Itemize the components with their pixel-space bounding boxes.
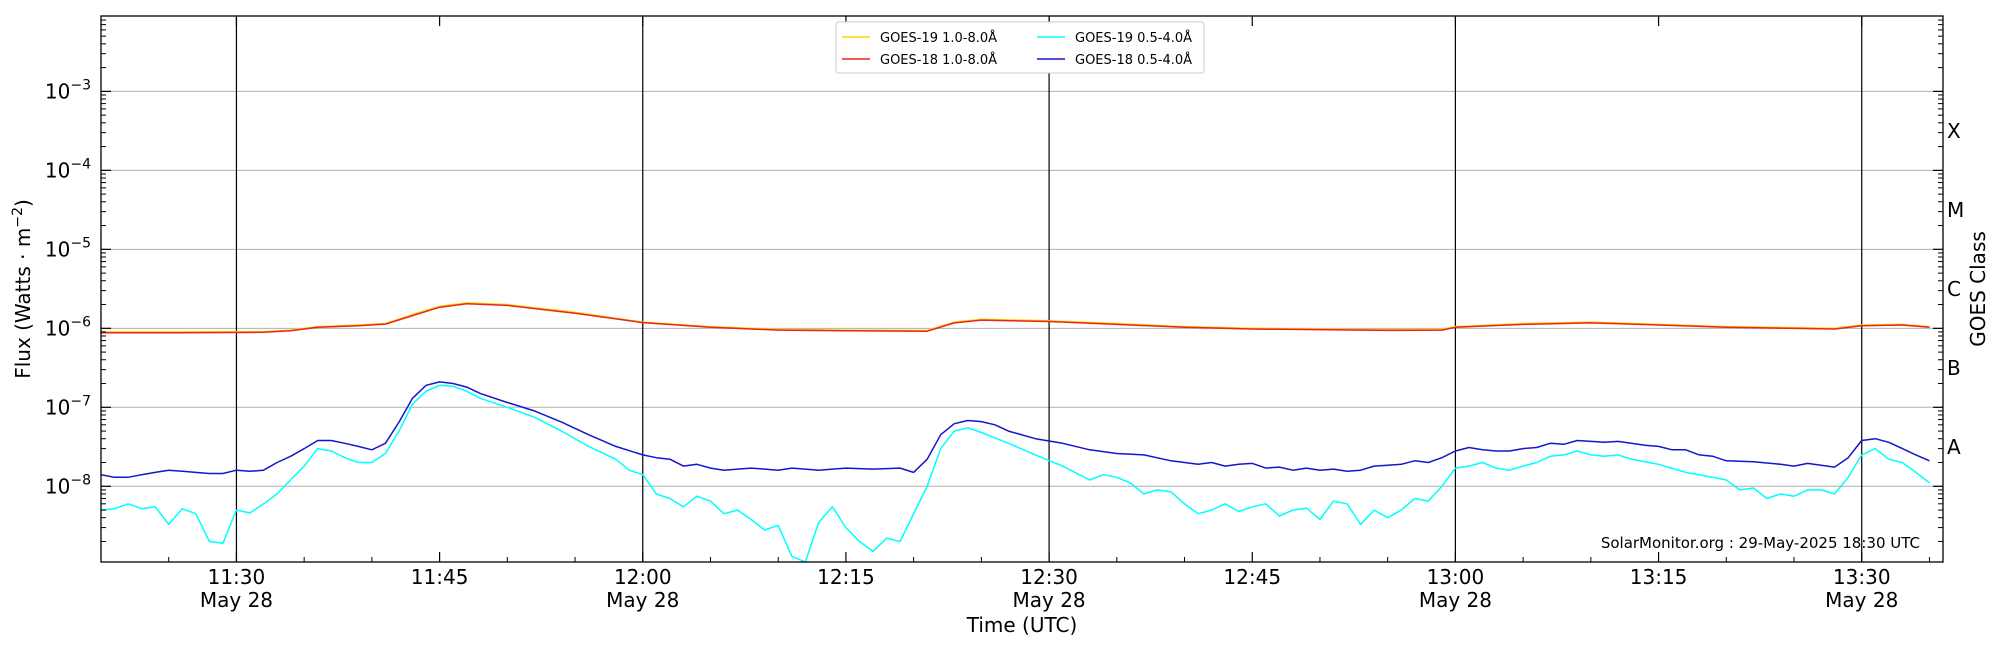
time-marker-lines	[235, 16, 1863, 562]
series-line-3	[101, 381, 1930, 479]
x-tick-date-label: May 28	[1825, 588, 1898, 612]
x-tick-time-label: 13:30	[1833, 565, 1891, 589]
y-axis-label-main: Flux (Watts · m	[11, 228, 35, 379]
goes-class-label: M	[1947, 198, 1964, 222]
y-tick-label: 10−7	[45, 393, 91, 419]
legend-box	[835, 21, 1205, 74]
legend-label-goes19-long: GOES-19 1.0-8.0Å	[880, 30, 997, 46]
x-tick-time-label: 11:45	[411, 565, 469, 589]
x-tick-date-label: May 28	[200, 588, 273, 612]
y-tick-exponent: −6	[70, 314, 91, 330]
axis-ticks	[100, 16, 1943, 562]
x-axis-label: Time (UTC)	[966, 613, 1078, 637]
x-tick-time-label: 12:00	[614, 565, 672, 589]
y-tick-base: 10	[45, 158, 70, 182]
y-tick-base: 10	[45, 395, 70, 419]
x-tick-time-label: 12:15	[817, 565, 875, 589]
x-tick-time-label: 13:15	[1630, 565, 1688, 589]
y-tick-label: 10−3	[45, 77, 91, 103]
y-axis-label-exponent: −2	[10, 207, 26, 228]
credit-annotation: SolarMonitor.org : 29-May-2025 18:30 UTC	[1601, 534, 1920, 552]
x-tick-time-label: 11:30	[208, 565, 266, 589]
y-tick-exponent: −5	[70, 235, 91, 251]
legend-label-goes18-long: GOES-18 1.0-8.0Å	[880, 52, 997, 68]
goes-class-label: X	[1947, 119, 1961, 143]
y-tick-label: 10−8	[45, 472, 91, 498]
x-tick-date-label: May 28	[1013, 588, 1086, 612]
goes-class-label: A	[1947, 435, 1961, 459]
y-tick-exponent: −4	[70, 156, 91, 172]
y-tick-base: 10	[45, 316, 70, 340]
y-tick-label: 10−6	[45, 314, 91, 340]
x-tick-date-label: May 28	[1419, 588, 1492, 612]
y-axis-label-close: )	[11, 199, 35, 207]
y-tick-base: 10	[45, 79, 70, 103]
series-lines	[101, 302, 1930, 562]
x-tick-date-label: May 28	[606, 588, 679, 612]
right-axis-label: GOES Class	[1966, 231, 1990, 347]
x-tick-time-label: 12:45	[1223, 565, 1281, 589]
goes-class-labels: A B C M X	[1947, 119, 1964, 459]
series-line-1	[101, 302, 1930, 334]
plot-frame	[100, 15, 1944, 563]
x-tick-time-label: 13:00	[1427, 565, 1485, 589]
y-axis-label: Flux (Watts · m−2)	[10, 199, 35, 379]
y-tick-exponent: −8	[70, 472, 91, 488]
goes-class-label: C	[1947, 277, 1961, 301]
legend-label-goes19-short: GOES-19 0.5-4.0Å	[1075, 30, 1192, 46]
y-tick-base: 10	[45, 474, 70, 498]
series-line-2	[101, 384, 1930, 562]
y-tick-exponent: −7	[70, 393, 91, 409]
y-tick-label: 10−4	[45, 156, 91, 182]
legend-label-goes18-short: GOES-18 0.5-4.0Å	[1075, 52, 1192, 68]
y-tick-exponent: −3	[70, 77, 91, 93]
goes-class-label: B	[1947, 356, 1961, 380]
y-tick-labels: 10−810−710−610−510−410−3	[45, 77, 91, 498]
legend: GOES-19 1.0-8.0Å GOES-18 1.0-8.0Å GOES-1…	[835, 21, 1205, 74]
y-tick-label: 10−5	[45, 235, 91, 261]
x-tick-time-label: 12:30	[1020, 565, 1078, 589]
y-tick-base: 10	[45, 237, 70, 261]
